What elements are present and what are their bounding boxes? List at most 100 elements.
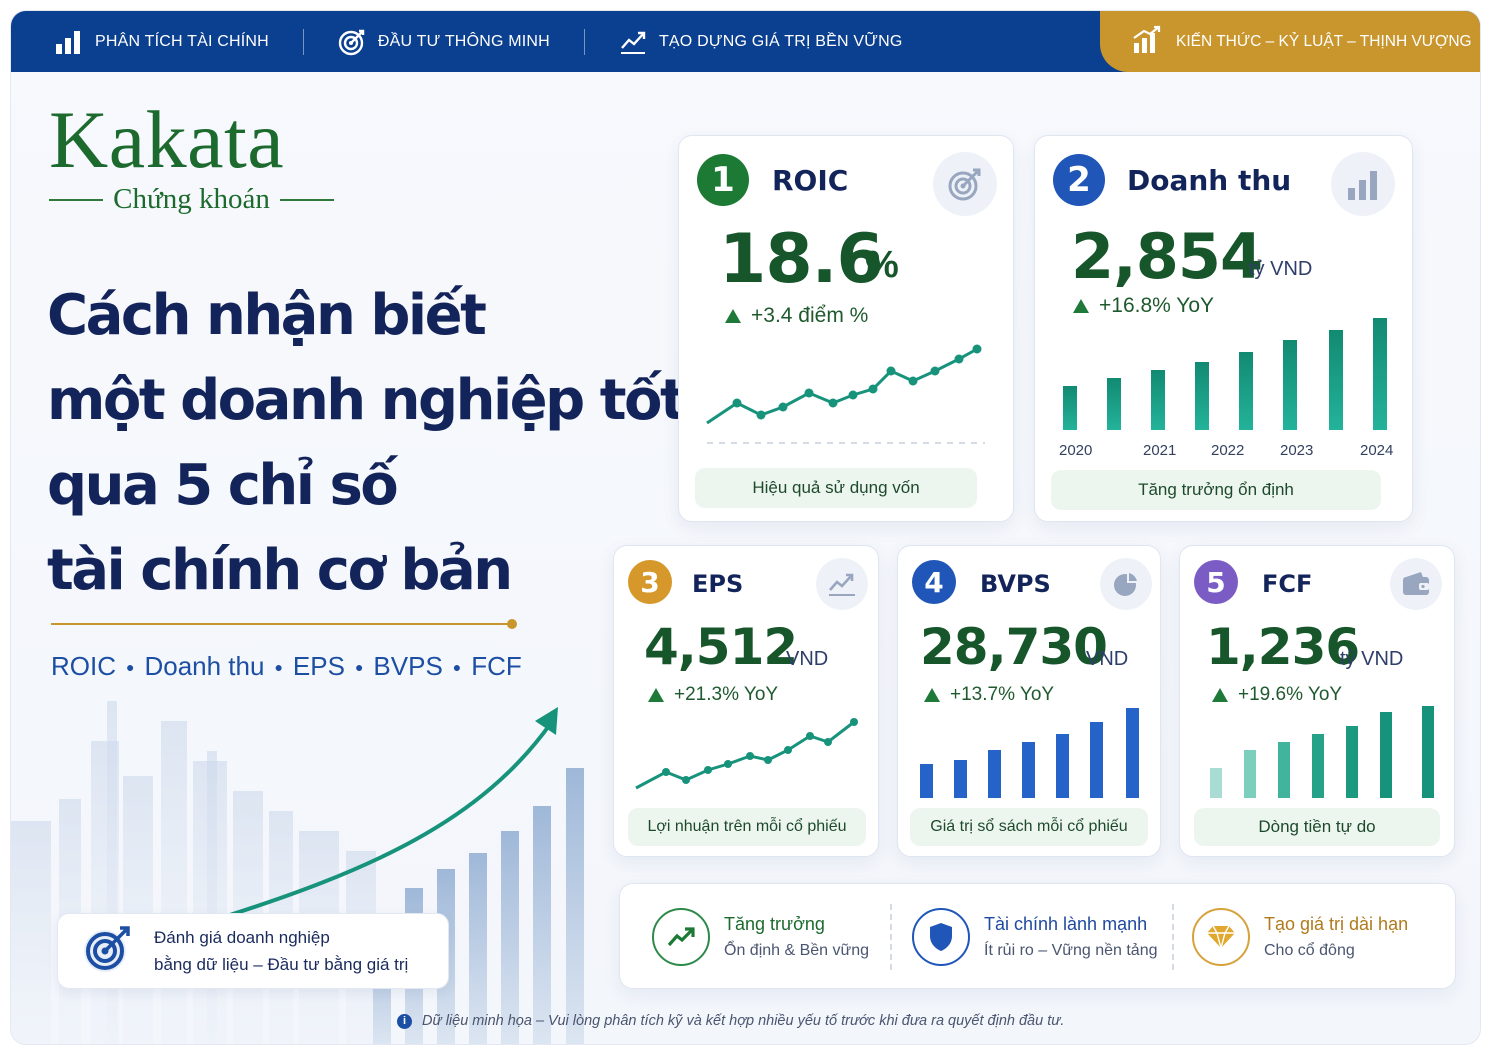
eps-trend-line <box>635 718 858 790</box>
revenue-bar-chart <box>1063 318 1387 430</box>
headline-line: tài chính cơ bản <box>47 538 513 603</box>
card-bvps: 4 BVPS 28,730 VND +13.7% YoY Giá trị sổ … <box>897 545 1161 857</box>
badge-line-2: bằng dữ liệu – Đầu tư bằng giá trị <box>154 955 409 974</box>
nav-divider <box>583 28 585 55</box>
up-triangle-icon <box>648 688 664 702</box>
card-unit: % <box>865 244 899 286</box>
kpi-list: ROIC ● Doanh thu ● EPS ● BVPS ● FCF <box>51 651 522 681</box>
feature-healthy-finance: Tài chính lành mạnh Ít rủi ro – Vững nền… <box>912 884 1157 990</box>
x-tick-label: 2022 <box>1211 442 1245 459</box>
brand-name: Kakata <box>49 94 285 185</box>
badge-line-1: Đánh giá doanh nghiệp <box>154 928 330 947</box>
card-caption: Lợi nhuận trên mỗi cổ phiếu <box>628 808 866 846</box>
headline-line: qua 5 chỉ số <box>47 453 399 518</box>
card-title: BVPS <box>980 570 1051 598</box>
nav-label: TẠO DỰNG GIÁ TRỊ BỀN VỮNG <box>658 32 903 50</box>
card-value: 4,512 <box>644 618 798 676</box>
feature-subtitle: Ít rủi ro – Vững nền tảng <box>984 942 1158 959</box>
card-unit: tỷ VND <box>1340 648 1404 670</box>
diamond-icon <box>1192 908 1250 966</box>
features-strip: Tăng trưởng Ổn định & Bền vững Tài chính… <box>619 883 1456 989</box>
up-triangle-icon <box>1073 299 1089 313</box>
shield-icon <box>912 908 970 966</box>
up-triangle-icon <box>1212 688 1228 702</box>
bar-chart-icon <box>55 28 83 56</box>
feature-title: Tài chính lành mạnh <box>984 914 1148 934</box>
wallet-icon <box>1390 558 1442 610</box>
card-number-badge: 4 <box>912 560 956 604</box>
headline-line: một doanh nghiệp tốt <box>47 368 687 433</box>
x-tick-label: 2023 <box>1280 442 1314 459</box>
up-triangle-icon <box>924 688 940 702</box>
feature-divider <box>1172 904 1174 970</box>
target-icon <box>80 922 134 981</box>
feature-title: Tạo giá trị dài hạn <box>1264 914 1409 934</box>
card-unit: VND <box>786 648 829 670</box>
nav-item-sustainable-value[interactable]: TẠO DỰNG GIÁ TRỊ BỀN VỮNG <box>585 11 937 72</box>
trend-up-icon <box>652 908 710 966</box>
headline-line: Cách nhận biết <box>47 283 487 348</box>
kpi-fcf: FCF <box>471 651 522 681</box>
fcf-bar-chart <box>1210 706 1434 798</box>
footnote-text: Dữ liệu minh họa – Vui lòng phân tích kỹ… <box>422 1013 1065 1029</box>
footnote: i Dữ liệu minh họa – Vui lòng phân tích … <box>397 1013 1064 1029</box>
feature-title: Tăng trưởng <box>724 914 825 934</box>
card-change: +13.7% YoY <box>924 684 1054 706</box>
card-fcf: 5 FCF 1,236 tỷ VND +19.6% YoY Dòng tiền … <box>1179 545 1455 857</box>
card-caption: Giá trị sổ sách mỗi cổ phiếu <box>910 808 1148 846</box>
x-tick-label: 2024 <box>1360 442 1394 459</box>
infographic-frame: PHÂN TÍCH TÀI CHÍNH ĐẦU TƯ THÔNG MINH TẠ… <box>10 10 1481 1045</box>
card-value: 28,730 <box>920 618 1108 676</box>
card-caption: Hiệu quả sử dụng vốn <box>695 468 977 508</box>
x-tick-label: 2020 <box>1059 442 1093 459</box>
card-title: ROIC <box>772 164 849 197</box>
card-caption: Tăng trưởng ổn định <box>1051 470 1381 510</box>
nav-divider <box>302 28 304 55</box>
card-unit: tỷ VND <box>1249 258 1313 280</box>
feature-divider <box>890 904 892 970</box>
card-number-badge: 1 <box>697 154 749 206</box>
card-change: +21.3% YoY <box>648 684 778 706</box>
card-value: 2,854 <box>1071 220 1263 293</box>
trend-up-icon <box>619 28 647 56</box>
card-change: +3.4 điểm % <box>725 304 868 328</box>
card-revenue: 2 Doanh thu 2,854 tỷ VND +16.8% YoY 2020… <box>1034 135 1413 522</box>
top-nav: PHÂN TÍCH TÀI CHÍNH ĐẦU TƯ THÔNG MINH TẠ… <box>11 11 1480 72</box>
card-title: FCF <box>1262 570 1313 598</box>
nav-label: ĐẦU TƯ THÔNG MINH <box>377 32 550 50</box>
card-roic: 1 ROIC 18.6 % +3.4 điểm % Hiệu quả sử dụ… <box>678 135 1014 522</box>
card-eps: 3 EPS 4,512 VND +21.3% YoY Lợi nhuận trê… <box>613 545 879 857</box>
info-icon: i <box>397 1013 412 1029</box>
divider <box>51 623 513 625</box>
growth-chart-icon <box>1132 25 1162 58</box>
tagline-banner: KIẾN THỨC – KỶ LUẬT – THỊNH VƯỢNG <box>1100 11 1480 72</box>
kpi-bvps: BVPS <box>373 651 443 681</box>
card-unit: VND <box>1086 648 1129 670</box>
value-badge: Đánh giá doanh nghiệp bằng dữ liệu – Đầu… <box>57 913 449 989</box>
card-number-badge: 3 <box>628 560 672 604</box>
target-icon <box>338 28 366 56</box>
nav-item-smart-investing[interactable]: ĐẦU TƯ THÔNG MINH <box>304 11 584 72</box>
kpi-roic: ROIC <box>51 651 116 681</box>
nav-item-financial-analysis[interactable]: PHÂN TÍCH TÀI CHÍNH <box>11 11 303 72</box>
card-value: 18.6 <box>719 220 884 299</box>
card-number-badge: 5 <box>1194 560 1238 604</box>
up-triangle-icon <box>725 309 741 323</box>
line-chart-icon <box>816 558 868 610</box>
kpi-revenue: Doanh thu <box>144 651 265 681</box>
card-title: EPS <box>692 570 744 598</box>
tagline-text: KIẾN THỨC – KỶ LUẬT – THỊNH VƯỢNG <box>1176 32 1472 50</box>
brand-subtitle: Chứng khoán <box>49 183 334 216</box>
feature-subtitle: Ổn định & Bền vững <box>724 942 870 959</box>
feature-long-term-value: Tạo giá trị dài hạn Cho cổ đông <box>1192 884 1408 990</box>
card-number-badge: 2 <box>1053 154 1105 206</box>
kpi-eps: EPS <box>292 651 345 681</box>
card-title: Doanh thu <box>1127 164 1292 197</box>
card-change: +19.6% YoY <box>1212 684 1342 706</box>
card-change: +16.8% YoY <box>1073 294 1214 318</box>
target-icon <box>933 152 997 216</box>
brand-logo: Kakata Chứng khoán <box>49 99 334 216</box>
x-tick-label: 2021 <box>1143 442 1177 459</box>
bvps-bar-chart <box>920 708 1139 798</box>
card-value: 1,236 <box>1206 618 1360 676</box>
